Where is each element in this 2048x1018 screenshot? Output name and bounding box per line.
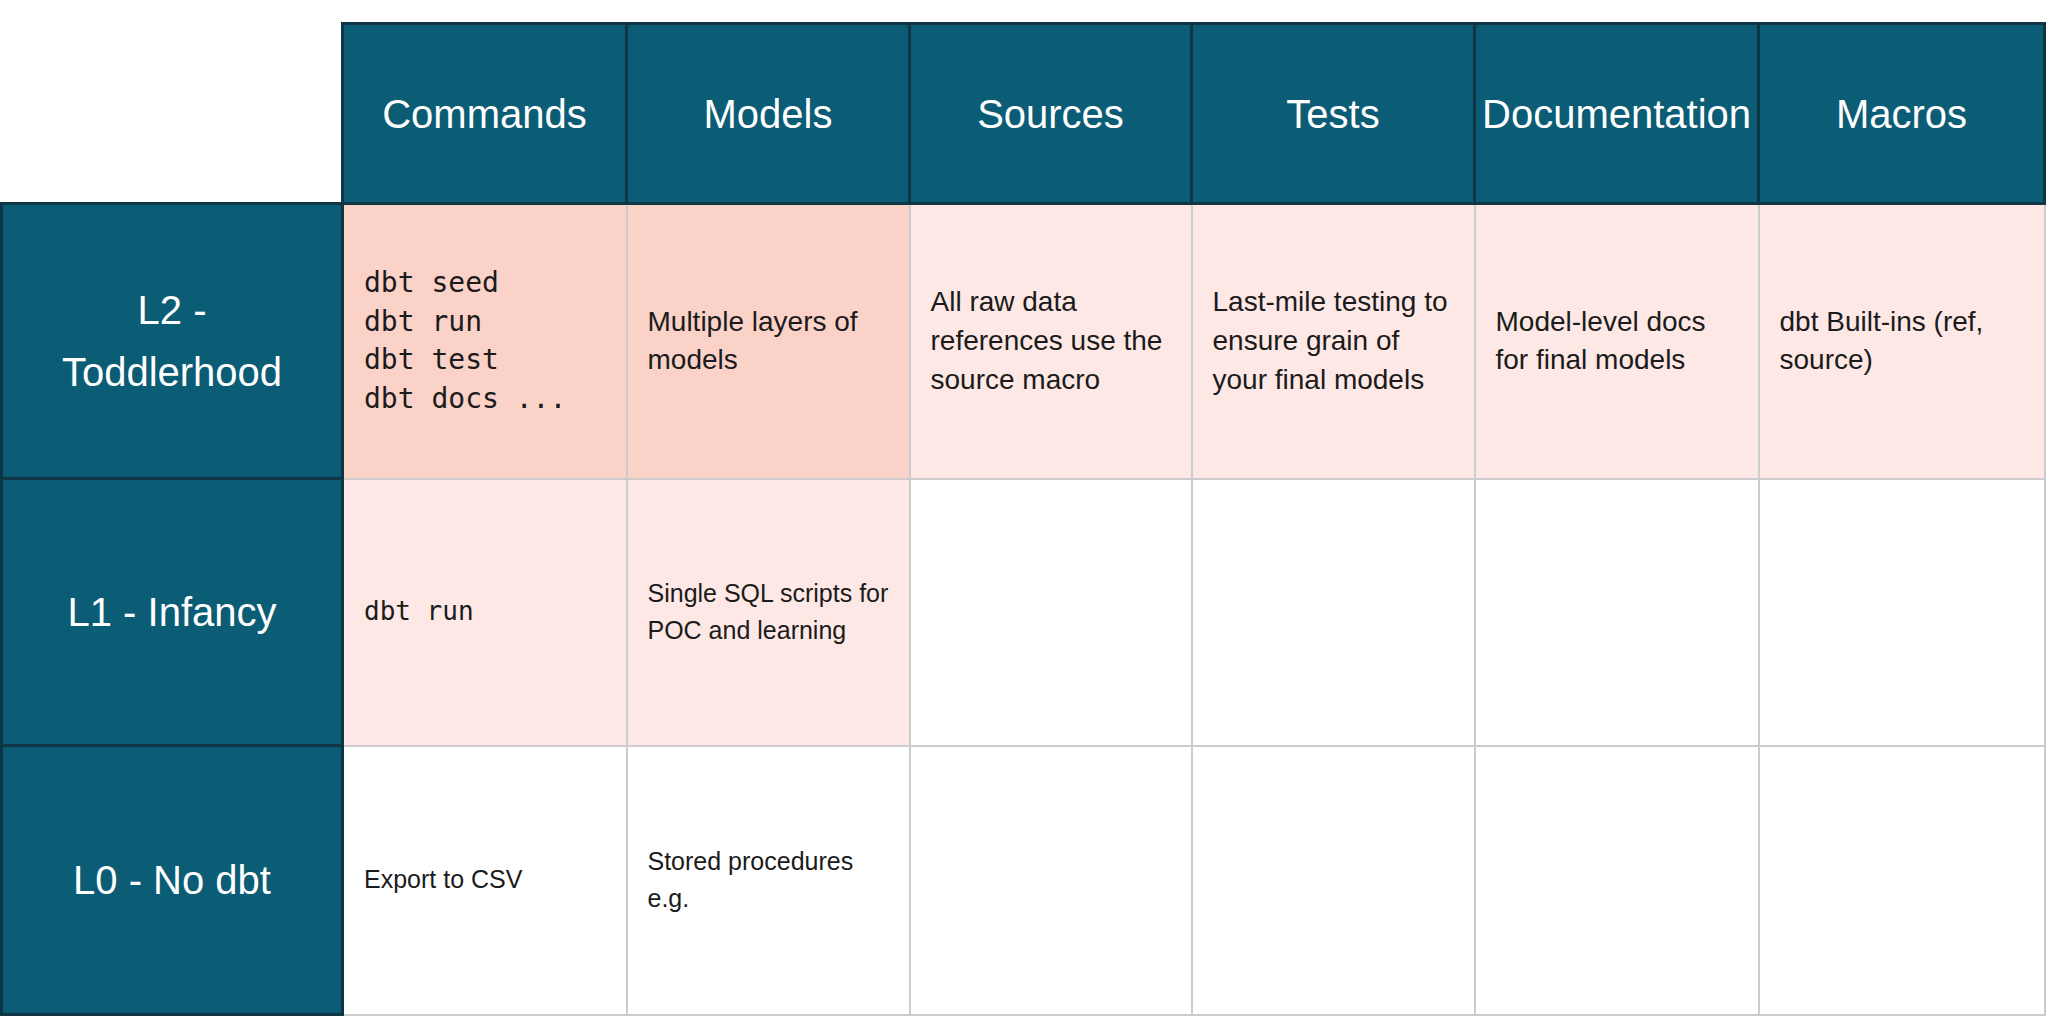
column-header-sources: Sources	[910, 24, 1192, 204]
cell-l0-commands: Export to CSV	[343, 746, 627, 1015]
cell-l0-macros	[1759, 746, 2045, 1015]
cell-l1-sources	[910, 479, 1192, 746]
corner-cell	[2, 24, 343, 204]
cell-l1-tests	[1192, 479, 1475, 746]
header-row: Commands Models Sources Tests Documentat…	[2, 24, 2045, 204]
table-row-l0-no-dbt: L0 - No dbt Export to CSV Stored procedu…	[2, 746, 2045, 1015]
cell-l2-commands: dbt seed dbt run dbt test dbt docs ...	[343, 204, 627, 479]
row-header-l0-no-dbt: L0 - No dbt	[2, 746, 343, 1015]
row-header-l2-toddlerhood: L2 - Toddlerhood	[2, 204, 343, 479]
cell-l0-documentation	[1475, 746, 1759, 1015]
cell-l1-macros	[1759, 479, 2045, 746]
cell-l1-models: Single SQL scripts for POC and learning	[627, 479, 910, 746]
cell-l0-tests	[1192, 746, 1475, 1015]
column-header-macros: Macros	[1759, 24, 2045, 204]
cell-l2-tests: Last-mile testing to ensure grain of you…	[1192, 204, 1475, 479]
cell-l2-documentation: Model-level docs for final models	[1475, 204, 1759, 479]
cell-l1-documentation	[1475, 479, 1759, 746]
cell-l1-commands: dbt run	[343, 479, 627, 746]
column-header-models: Models	[627, 24, 910, 204]
cell-l2-sources: All raw data references use the source m…	[910, 204, 1192, 479]
row-header-l1-infancy: L1 - Infancy	[2, 479, 343, 746]
table-row-l2-toddlerhood: L2 - Toddlerhood dbt seed dbt run dbt te…	[2, 204, 2045, 479]
column-header-tests: Tests	[1192, 24, 1475, 204]
slide-canvas: Commands Models Sources Tests Documentat…	[0, 0, 2048, 1018]
cell-l2-models: Multiple layers of models	[627, 204, 910, 479]
cell-l0-models: Stored procedures e.g.	[627, 746, 910, 1015]
cell-l0-sources	[910, 746, 1192, 1015]
column-header-documentation: Documentation	[1475, 24, 1759, 204]
table-row-l1-infancy: L1 - Infancy dbt run Single SQL scripts …	[2, 479, 2045, 746]
cell-l2-macros: dbt Built-ins (ref, source)	[1759, 204, 2045, 479]
column-header-commands: Commands	[343, 24, 627, 204]
dbt-maturity-table: Commands Models Sources Tests Documentat…	[0, 22, 2046, 1016]
